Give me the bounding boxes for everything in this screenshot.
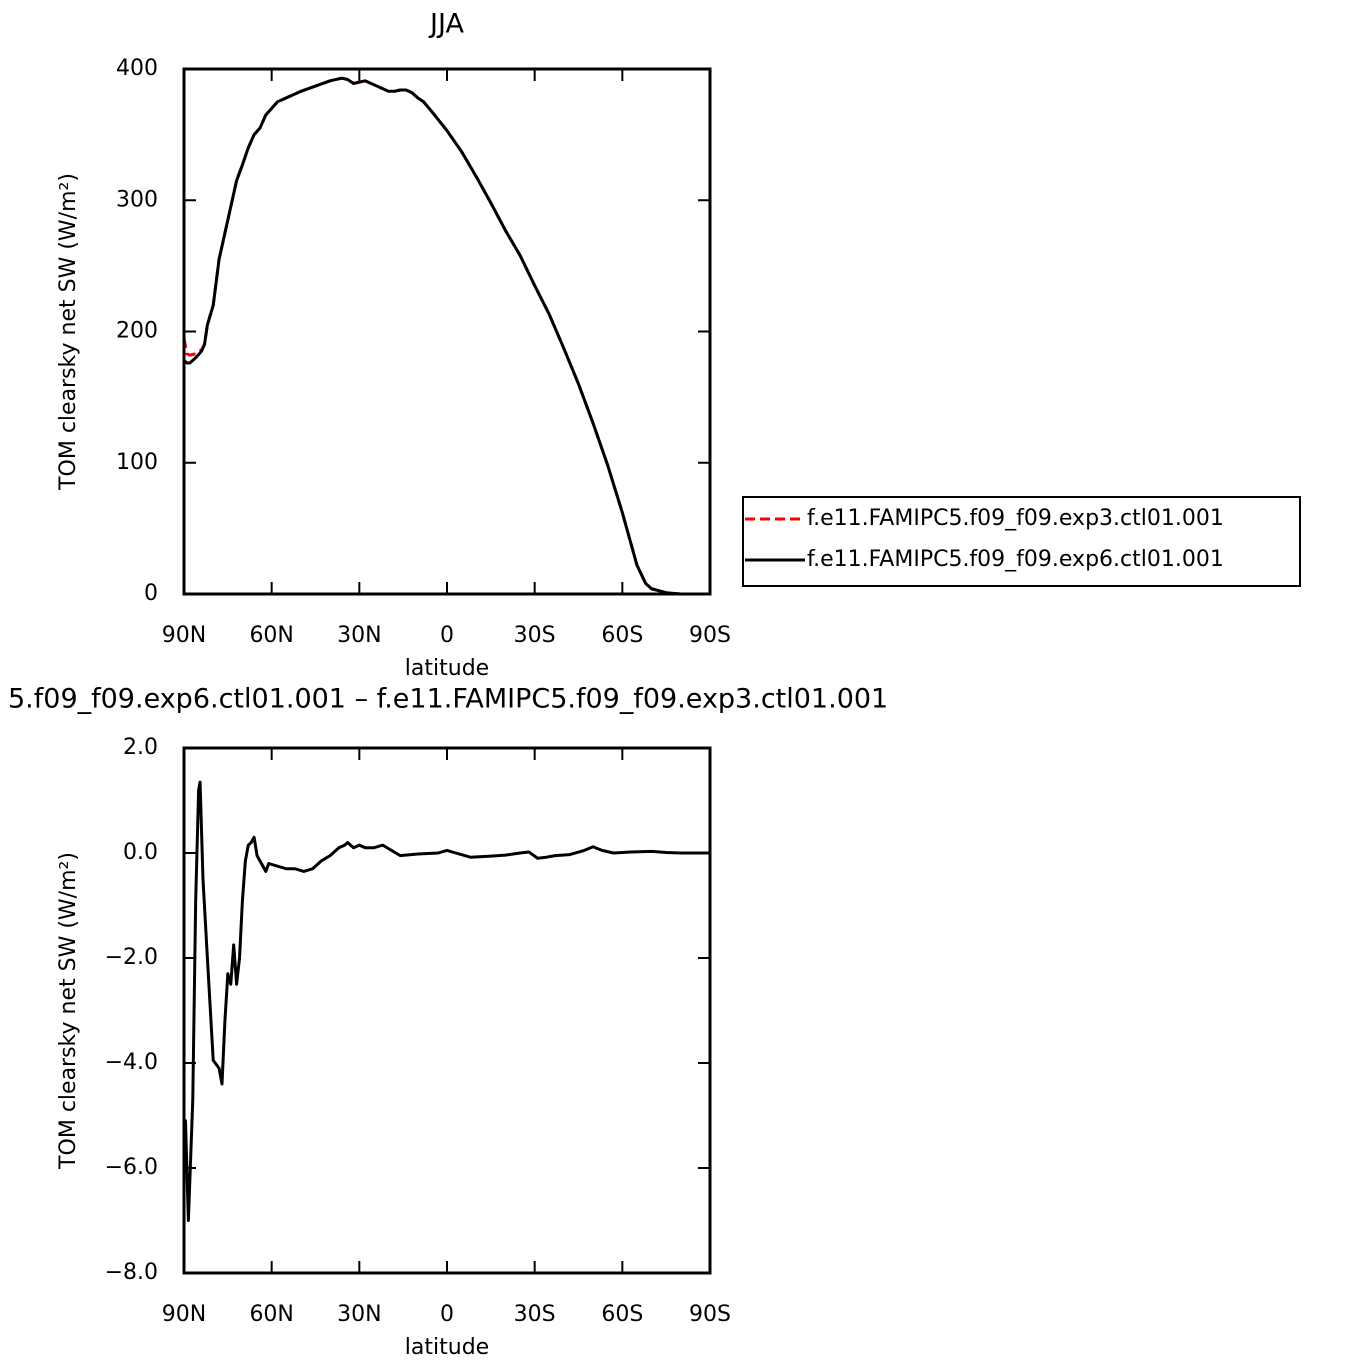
plot-frame xyxy=(182,746,712,1275)
y-tick-label: −8.0 xyxy=(105,1260,158,1285)
y-tick-label: 200 xyxy=(116,319,158,344)
y-axis-label: TOM clearsky net SW (W/m²) xyxy=(56,173,81,491)
y-tick-label: 2.0 xyxy=(123,735,158,760)
data-line xyxy=(182,76,710,596)
y-tick-label: −4.0 xyxy=(105,1050,158,1075)
y-tick-label: −2.0 xyxy=(105,945,158,970)
x-tick-label: 0 xyxy=(440,1302,454,1327)
chart-title: 5.f09_f09.exp6.ctl01.001 – f.e11.FAMIPC5… xyxy=(8,684,888,715)
x-tick-label: 90S xyxy=(689,1302,731,1327)
x-tick-label: 60N xyxy=(249,1302,293,1327)
legend-label: f.e11.FAMIPC5.f09_f09.exp3.ctl01.001 xyxy=(807,506,1224,531)
legend-label: f.e11.FAMIPC5.f09_f09.exp6.ctl01.001 xyxy=(807,547,1224,572)
x-tick-label: 30N xyxy=(337,1302,381,1327)
x-tick-label: 30N xyxy=(337,623,381,648)
x-tick-label: 60N xyxy=(249,623,293,648)
x-tick-label: 60S xyxy=(601,1302,643,1327)
x-tick-label: 90N xyxy=(162,623,206,648)
x-tick-label: 90S xyxy=(689,623,731,648)
y-tick-label: 0.0 xyxy=(123,840,158,865)
y-tick-label: 0 xyxy=(144,581,158,606)
data-line xyxy=(182,780,710,1222)
y-tick-label: 100 xyxy=(116,450,158,475)
y-tick-label: 400 xyxy=(116,56,158,81)
y-tick-label: −6.0 xyxy=(105,1155,158,1180)
y-axis-label: TOM clearsky net SW (W/m²) xyxy=(56,852,81,1170)
x-axis-label: latitude xyxy=(405,656,489,681)
x-tick-label: 0 xyxy=(440,623,454,648)
chart-title: JJA xyxy=(428,9,464,40)
x-tick-label: 90N xyxy=(162,1302,206,1327)
x-tick-label: 30S xyxy=(514,1302,556,1327)
x-tick-label: 30S xyxy=(514,623,556,648)
data-line xyxy=(182,76,710,596)
x-tick-label: 60S xyxy=(601,623,643,648)
y-tick-label: 300 xyxy=(116,187,158,212)
legend-box xyxy=(742,496,1301,587)
x-axis-label: latitude xyxy=(405,1335,489,1360)
plot-frame xyxy=(182,67,712,596)
